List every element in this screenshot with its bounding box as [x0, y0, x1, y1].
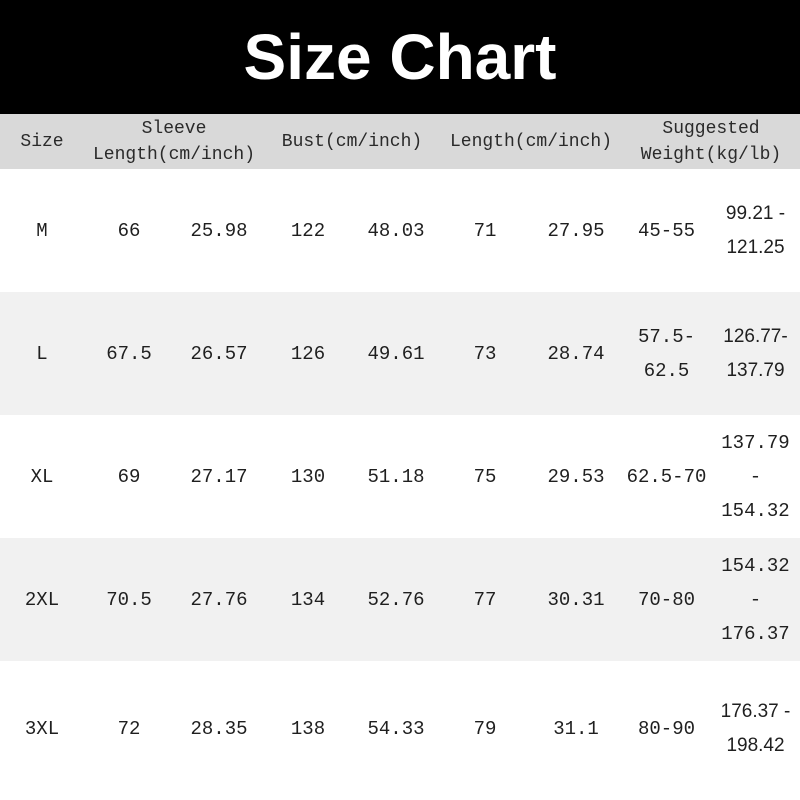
table-row-2xl: 2XL 70.5 27.76 134 52.76 77 30.31 70-80 154.32-1…: [0, 538, 800, 661]
sleeve-cm-cell: 70.5: [106, 588, 152, 611]
length-cm-cell: 71: [473, 219, 497, 242]
sleeve-inch-cell: 27.17: [190, 465, 248, 488]
column-header-size: Size: [0, 114, 84, 169]
column-header-line: Bust(cm/inch): [281, 131, 423, 152]
column-header-line: Length(cm/inch): [92, 144, 256, 165]
bust-inch-cell: 52.76: [367, 588, 425, 611]
weight-kg-cell: 80-90: [637, 718, 695, 740]
title-banner: Size Chart: [0, 0, 800, 114]
length-cm-cell: 77: [473, 588, 497, 611]
weight-lb-cell: 126.77- 137.79: [711, 292, 800, 415]
table-header-row: Size Sleeve Length(cm/inch) Bust(cm/inch) Le…: [0, 114, 800, 169]
size-table: Size Sleeve Length(cm/inch) Bust(cm/inch) Le…: [0, 114, 800, 797]
sleeve-cm-cell: 66: [117, 219, 141, 242]
weight-kg-cell: 70-80: [637, 588, 695, 611]
table-row-xl: XL 69 27.17 130 51.18 75 29.53 62.5-70 137.79 - 15…: [0, 415, 800, 538]
cell-line: -: [749, 465, 762, 488]
column-header-line: Length(cm/inch): [449, 131, 613, 152]
column-header-bust: Bust(cm/inch): [264, 114, 440, 169]
length-inch-cell: 27.95: [547, 219, 605, 242]
cell-line: 121.25: [726, 236, 785, 258]
cell-line: 62.5: [643, 359, 690, 382]
length-cm-cell: 73: [473, 342, 497, 365]
cell-line: 154.32: [721, 499, 790, 522]
column-header-length: Length(cm/inch): [440, 114, 622, 169]
bust-cm-cell: 122: [290, 219, 326, 242]
size-cell: XL: [30, 465, 54, 488]
cell-line: 154.32: [721, 554, 790, 577]
column-header-line: Weight(kg/lb): [640, 144, 782, 165]
size-cell: M: [36, 219, 48, 242]
bust-inch-cell: 49.61: [367, 342, 425, 365]
column-header-suggested-weight: Suggested Weight(kg/lb): [622, 114, 800, 169]
page-title: Size Chart: [243, 21, 557, 93]
size-cell: 3XL: [24, 718, 60, 740]
column-header-line: Suggested: [662, 118, 760, 139]
bust-inch-cell: 51.18: [367, 465, 425, 488]
sleeve-inch-cell: 28.35: [190, 718, 248, 740]
sleeve-inch-cell: 25.98: [190, 219, 248, 242]
table-row-m: M 66 25.98 122 48.03 71 27.95 45-55 99.21 - 121.2…: [0, 169, 800, 292]
weight-lb-cell: 154.32 - 176.37: [711, 538, 800, 661]
cell-line: 99.21 -: [725, 202, 786, 224]
cell-line: 198.42: [726, 735, 785, 756]
bust-cm-cell: 138: [290, 718, 326, 740]
bust-inch-cell: 54.33: [367, 718, 425, 740]
sleeve-cm-cell: 69: [117, 465, 141, 488]
weight-kg-cell: 62.5-70: [626, 465, 707, 488]
length-inch-cell: 30.31: [547, 588, 605, 611]
cell-line: 137.79: [721, 431, 790, 454]
weight-lb-cell: 176.37 - 198.42: [711, 661, 800, 797]
length-inch-cell: 29.53: [547, 465, 605, 488]
sleeve-cm-cell: 72: [117, 718, 141, 740]
length-inch-cell: 31.1: [553, 718, 599, 740]
weight-kg-cell: 57.5- 62.5: [622, 292, 711, 415]
table-row-l: L 67.5 26.57 126 49.61 73 28.74 57.5- 62.5 126.77…: [0, 292, 800, 415]
length-cm-cell: 75: [473, 465, 497, 488]
weight-lb-cell: 99.21 - 121.25: [711, 169, 800, 292]
cell-line: 176.37: [721, 622, 790, 645]
size-cell: 2XL: [24, 588, 60, 611]
cell-line: -: [749, 588, 762, 611]
cell-line: 126.77-: [723, 325, 788, 347]
bust-inch-cell: 48.03: [367, 219, 425, 242]
sleeve-cm-cell: 67.5: [106, 342, 152, 365]
length-inch-cell: 28.74: [547, 342, 605, 365]
cell-line: 137.79: [726, 359, 785, 381]
bust-cm-cell: 134: [290, 588, 326, 611]
column-header-line: Size: [20, 131, 64, 152]
column-header-line: Sleeve: [141, 118, 207, 139]
cell-line: 57.5-: [637, 325, 695, 348]
weight-lb-cell: 137.79 - 154.32: [711, 415, 800, 538]
bust-cm-cell: 130: [290, 465, 326, 488]
column-header-sleeve-length: Sleeve Length(cm/inch): [84, 114, 264, 169]
cell-line: 176.37 -: [720, 701, 791, 722]
sleeve-inch-cell: 27.76: [190, 588, 248, 611]
size-cell: L: [36, 342, 48, 365]
sleeve-inch-cell: 26.57: [190, 342, 248, 365]
bust-cm-cell: 126: [290, 342, 326, 365]
weight-kg-cell: 45-55: [637, 219, 695, 242]
length-cm-cell: 79: [473, 718, 497, 740]
table-row-3xl: 3XL 72 28.35 138 54.33 79 31.1 80-90 176.37 - 198…: [0, 661, 800, 797]
